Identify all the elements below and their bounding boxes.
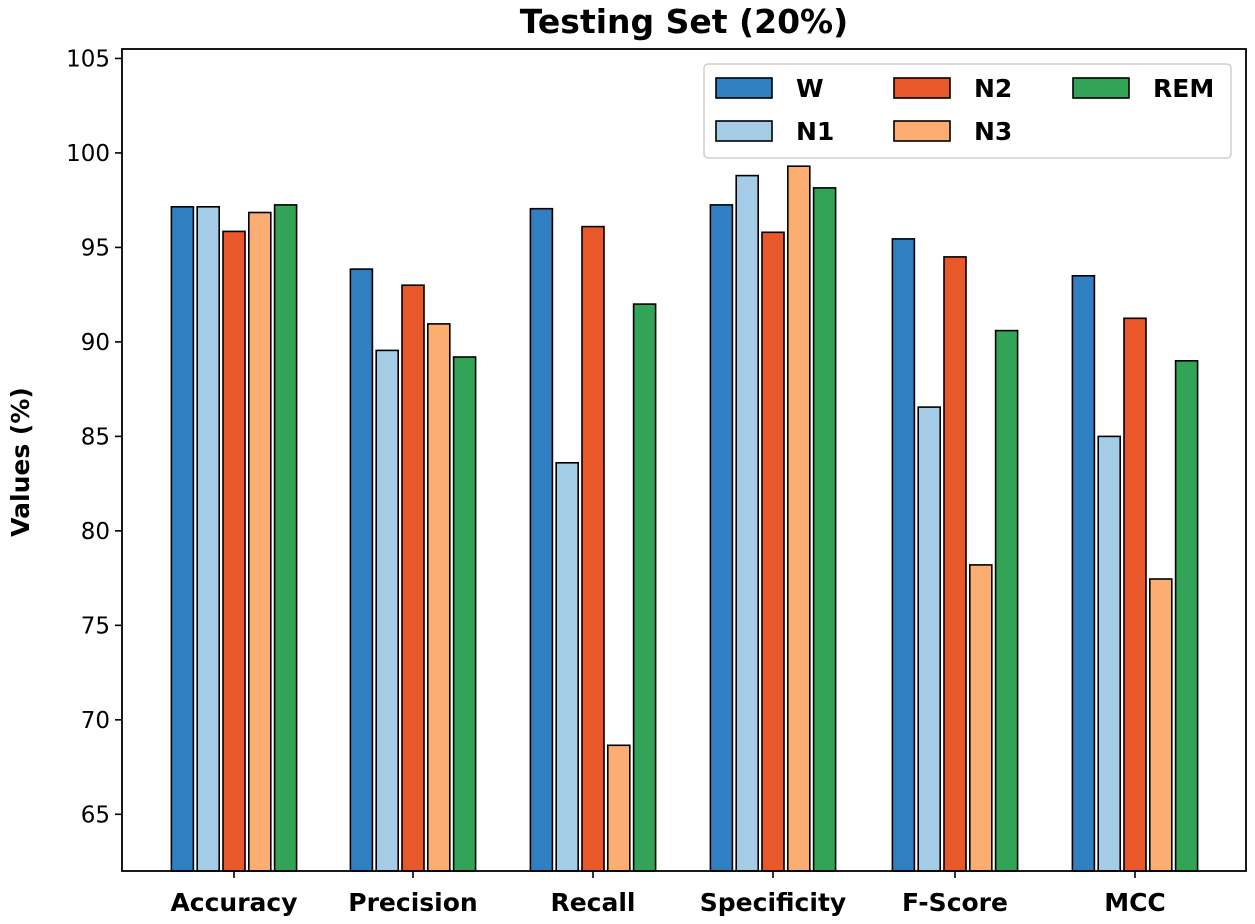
y-tick-label: 95 — [81, 235, 110, 261]
legend-label-rem: REM — [1153, 74, 1214, 103]
bar-n3-precision — [426, 323, 451, 872]
y-tick-label: 70 — [81, 708, 110, 734]
bar-n1-mcc — [1097, 435, 1121, 872]
axes-group: 65 70 75 80 85 90 95 100 105 Accuracy Precision Rec… — [66, 46, 1247, 917]
bar-n2-recall — [581, 225, 605, 872]
bar-n3-specificity — [786, 165, 811, 872]
legend-label-n2: N2 — [974, 74, 1012, 103]
bar-n3-f-score — [968, 564, 993, 872]
x-tick-label-specificity: Specificity — [700, 888, 846, 917]
legend-swatch-n2 — [893, 77, 951, 99]
legend-label-w: W — [796, 74, 824, 103]
x-tick-label-precision: Precision — [348, 888, 477, 917]
bar-n1-specificity — [735, 174, 760, 872]
bar-n1-recall — [555, 461, 580, 872]
bar-w-specificity — [709, 204, 734, 872]
x-tick-label-recall: Recall — [550, 888, 635, 917]
legend-box — [703, 63, 1232, 159]
bar-n1-precision — [375, 349, 400, 872]
legend-swatch-w — [715, 77, 773, 99]
bar-rem-f-score — [994, 329, 1019, 872]
bars-group — [170, 165, 1199, 872]
y-tick-label: 90 — [81, 330, 110, 356]
bar-rem-precision — [452, 356, 477, 872]
bar-rem-accuracy — [273, 204, 298, 872]
bar-w-accuracy — [170, 206, 195, 872]
bar-rem-mcc — [1174, 359, 1199, 872]
bar-n2-mcc — [1123, 317, 1147, 872]
bar-rem-recall — [632, 303, 657, 872]
y-tick-label: 75 — [81, 613, 110, 639]
y-tick-label: 105 — [66, 46, 110, 72]
legend-label-n3: N3 — [974, 117, 1012, 146]
x-tick-label-accuracy: Accuracy — [170, 888, 297, 917]
legend-swatch-n3 — [893, 120, 951, 142]
x-tick-label-f-score: F-Score — [902, 888, 1008, 917]
y-tick-label: 80 — [81, 519, 110, 545]
legend-swatch-n1 — [715, 120, 773, 142]
bar-n3-mcc — [1149, 578, 1173, 872]
bar-n2-f-score — [943, 256, 967, 872]
bar-rem-specificity — [812, 187, 837, 872]
y-tick-label: 100 — [66, 141, 110, 167]
y-tick-label: 65 — [81, 802, 110, 828]
bar-n1-accuracy — [196, 206, 220, 872]
y-axis-label: Values (%) — [6, 387, 35, 537]
x-tick-label-mcc: MCC — [1104, 888, 1166, 917]
legend-swatch-rem — [1072, 77, 1130, 99]
bar-w-recall — [529, 207, 554, 872]
bar-n1-f-score — [917, 406, 942, 872]
bar-w-mcc — [1071, 274, 1096, 872]
legend: W N1 N2 N3 REM — [703, 63, 1232, 159]
chart-title: Testing Set (20%) — [520, 2, 848, 41]
bar-n2-precision — [401, 284, 425, 872]
bar-n3-recall — [606, 744, 631, 872]
bar-n2-accuracy — [222, 230, 246, 872]
bar-n3-accuracy — [248, 211, 272, 872]
plot-frame — [121, 48, 1247, 872]
bar-w-precision — [349, 268, 374, 872]
y-tick-label: 85 — [81, 424, 110, 450]
bar-n2-specificity — [761, 231, 785, 872]
legend-label-n1: N1 — [796, 117, 834, 146]
bar-w-f-score — [891, 238, 916, 872]
